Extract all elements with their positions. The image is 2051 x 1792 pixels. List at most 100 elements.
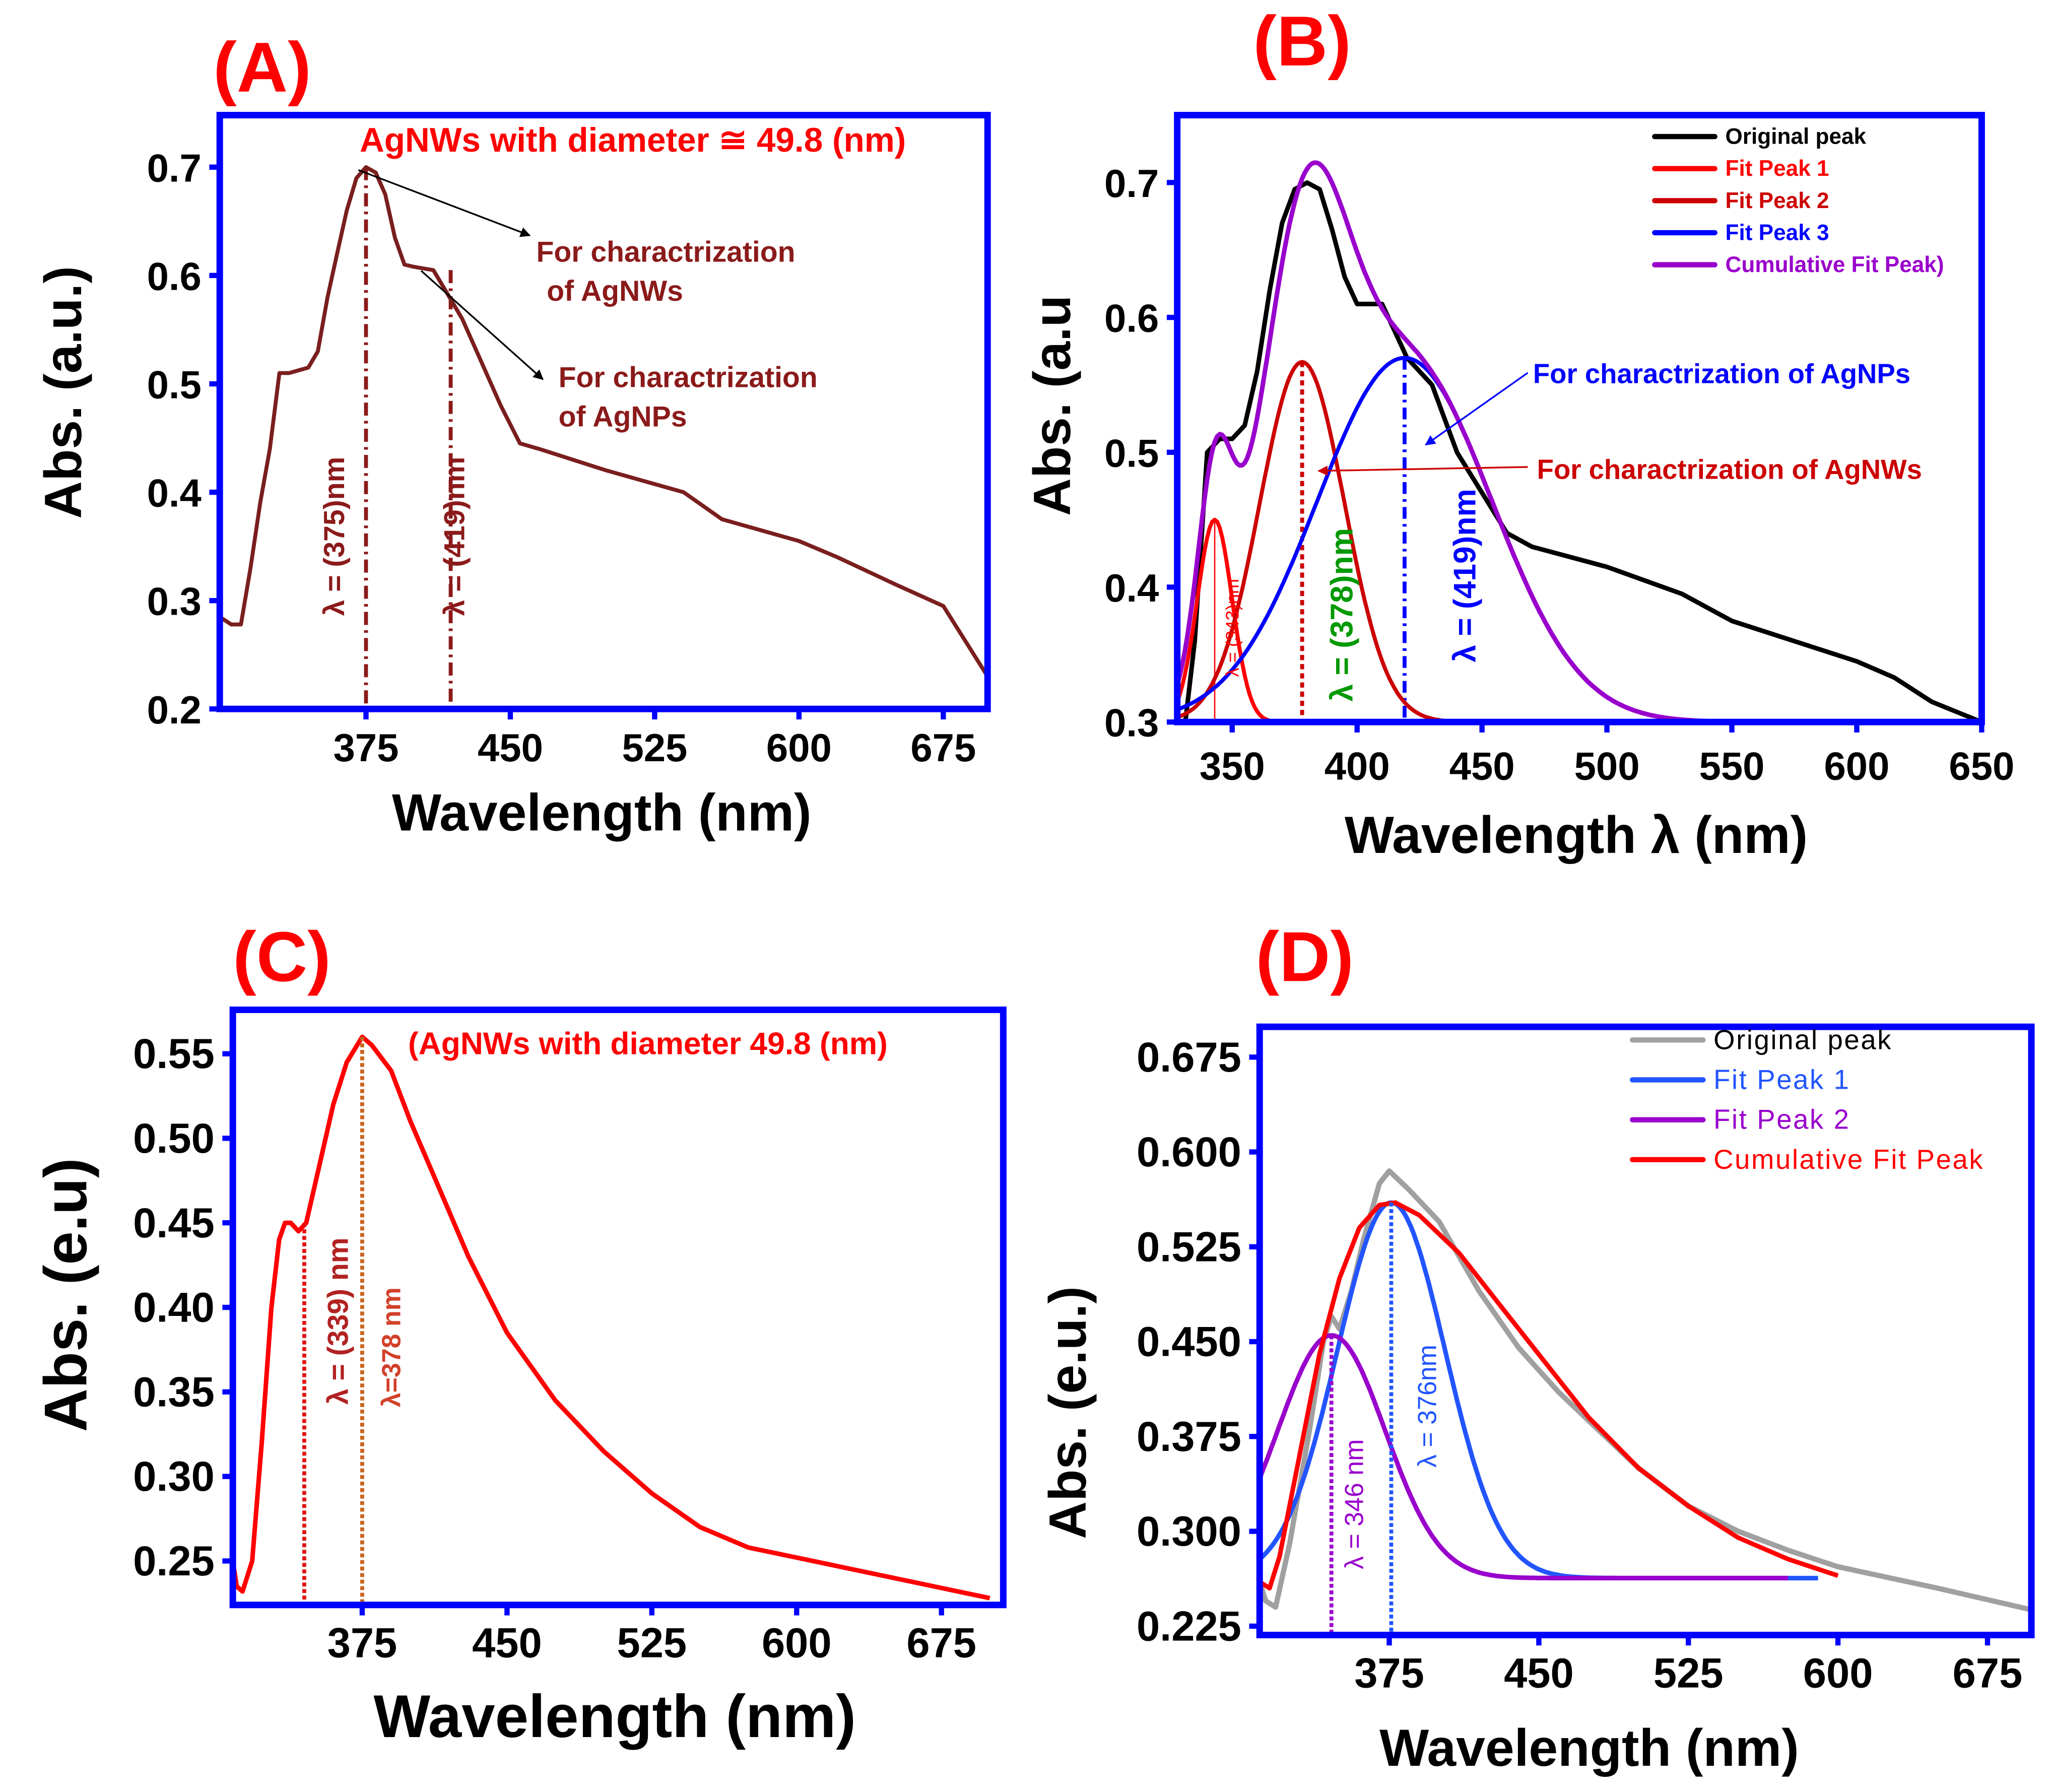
x-tick-label: 375 [327,1620,398,1667]
marker-label-c-339: λ = (339) nm [322,1237,355,1405]
legend-label: Original peak [1726,124,1867,149]
y-tick-label: 0.225 [1137,1603,1241,1649]
legend-label: Cumulative Fit Peak) [1726,252,1944,277]
legend-label: Original peak [1713,1024,1892,1055]
chart-c-xlabel: Wavelength (nm) [374,1683,856,1750]
y-tick-label: 0.2 [147,688,202,732]
legend-label: Fit Peak 2 [1713,1104,1850,1135]
y-tick-label: 0.525 [1137,1223,1241,1270]
series-cumulative-fit-peak [1260,1200,1839,1591]
legend-label: Cumulative Fit Peak [1713,1144,1984,1175]
plot-area-b [1177,160,1982,722]
y-tick-label: 0.450 [1137,1318,1241,1365]
series-cumulative-fit-peak [1177,160,1982,722]
legend-d: Original peak Fit Peak 1 Fit Peak 2 Cumulat… [1629,1024,1984,1175]
legend-label: Fit Peak 2 [1726,188,1829,213]
chart-c-ylabel: Abs. (e.u) [32,1158,99,1432]
y-tick-label: 0.3 [147,579,202,624]
x-tick-label: 400 [1325,744,1390,788]
x-tick-label: 450 [472,1620,542,1667]
arrow-agnps-b [1425,372,1529,446]
marker-label-c-378: λ=378 nm [377,1287,406,1407]
arrow-agnps-a [420,270,544,380]
plot-area-a [220,165,988,709]
plot-frame-d [1256,1023,2035,1638]
x-tick-label: 375 [1354,1649,1424,1696]
marker-label-d-346: λ = 346 nm [1340,1439,1369,1569]
chart-c-title: (AgNWs with diameter 49.8 (nm) [408,1027,888,1061]
y-tick-label: 0.4 [1104,566,1159,610]
y-tick-label: 0.5 [1104,431,1159,475]
x-tick-label: 525 [617,1620,687,1667]
chart-b: 350 400 450 500 550 600 650 0.3 0.4 0.5 0.6 0.7 [1104,112,2014,788]
plot-frame-a [216,112,991,712]
x-tick-label: 450 [1449,744,1515,788]
x-tick-label: 450 [1504,1649,1574,1696]
chart-a-xlabel: Wavelength (nm) [392,784,812,842]
x-tick-label: 450 [478,725,543,770]
annotation-b-agnps: For charactrization of AgNPs [1533,359,1910,389]
y-tick-label: 0.30 [133,1453,215,1500]
chart-a-title: AgNWs with diameter ≅ 49.8 (nm) [360,121,906,159]
legend-label: Fit Peak 3 [1726,220,1829,245]
x-tick-label: 600 [1803,1649,1873,1696]
y-tick-label: 0.50 [133,1115,215,1162]
legend-b: Original peak Fit Peak 1 Fit Peak 2 Fit Pea… [1652,124,1944,277]
x-tick-label: 350 [1200,744,1265,788]
annotation-a-np-1: For charactrization [559,362,818,394]
panel-label-c: (C) [233,917,331,996]
chart-a-ylabel: Abs. (a.u.) [34,266,93,519]
x-tick-label: 650 [1949,744,2014,788]
y-tick-label: 0.7 [147,146,202,190]
annotation-a-nw-1: For charactrization [536,236,795,268]
y-tick-label: 0.6 [147,254,202,298]
x-tick-label: 600 [766,725,832,770]
chart-b-ylabel: Abs. (a.u [1023,295,1082,516]
y-tick-label: 0.55 [133,1030,215,1077]
chart-d-xlabel: Wavelength (nm) [1379,1719,1799,1777]
x-tick-label: 675 [906,1620,976,1667]
plot-frame-b [1174,112,1985,725]
marker-label-d-376: λ = 376nm [1413,1345,1442,1468]
y-tick-label: 0.300 [1137,1508,1241,1555]
series-fit-peak-2 [1260,1333,1789,1581]
series-fit-peak-2 [1177,360,1982,722]
x-tick-label: 600 [1824,744,1889,788]
y-tick-label: 0.6 [1104,296,1159,341]
panel-label-a: (A) [213,28,311,107]
y-tick-label: 0.5 [147,363,202,407]
panel-label-d: (D) [1255,917,1354,996]
y-tick-label: 0.4 [147,471,202,515]
y-tick-label: 0.375 [1137,1413,1241,1460]
plots: 375 450 525 600 675 0.2 0.3 0.4 0.5 0.6 0.7 350 400 4… [133,112,2035,1696]
legends: Original peak Fit Peak 1 Fit Peak 2 Fit Pea… [1629,124,1984,1175]
y-tick-label: 0.675 [1137,1034,1241,1081]
annotation-a-nw-2: of AgNWs [547,275,683,307]
x-tick-label: 550 [1699,744,1765,788]
marker-label-a-375: λ = (375)nm [318,457,351,616]
chart-b-xlabel: Wavelength λ (nm) [1345,806,1808,865]
plot-area-d [1260,1168,2032,1635]
arrow-agnws-b [1317,466,1528,476]
y-tick-label: 0.3 [1104,701,1159,745]
series-original-peak [1183,180,1982,722]
marker-label-a-419: λ = (419)nm [439,457,471,616]
x-tick-label: 525 [622,725,687,770]
x-tick-label: 675 [1953,1649,2023,1696]
y-tick-label: 0.600 [1137,1129,1241,1175]
legend-label: Fit Peak 1 [1713,1064,1850,1095]
series-fit-peak-3 [1177,356,1982,722]
chart-c: 375 450 525 600 675 0.25 0.30 0.35 0.40 0.45 0.50 0… [133,1006,1007,1667]
chart-a: 375 450 525 600 675 0.2 0.3 0.4 0.5 0.6 0.7 [147,112,991,770]
plot-area-c [233,1034,990,1605]
series-original-peak [1260,1168,2032,1613]
y-tick-label: 0.25 [133,1538,215,1584]
y-tick-label: 0.45 [133,1200,215,1246]
x-tick-label: 600 [762,1620,832,1667]
x-tick-label: 675 [910,725,976,770]
chart-d-ylabel: Abs. (e.u.) [1039,1286,1097,1539]
arrow-agnws-a [358,169,531,237]
marker-label-b-419: λ = (419)nm [1448,489,1483,662]
chart-d: 375 450 525 600 675 0.225 0.300 0.375 0.450 0.525… [1137,1023,2035,1696]
